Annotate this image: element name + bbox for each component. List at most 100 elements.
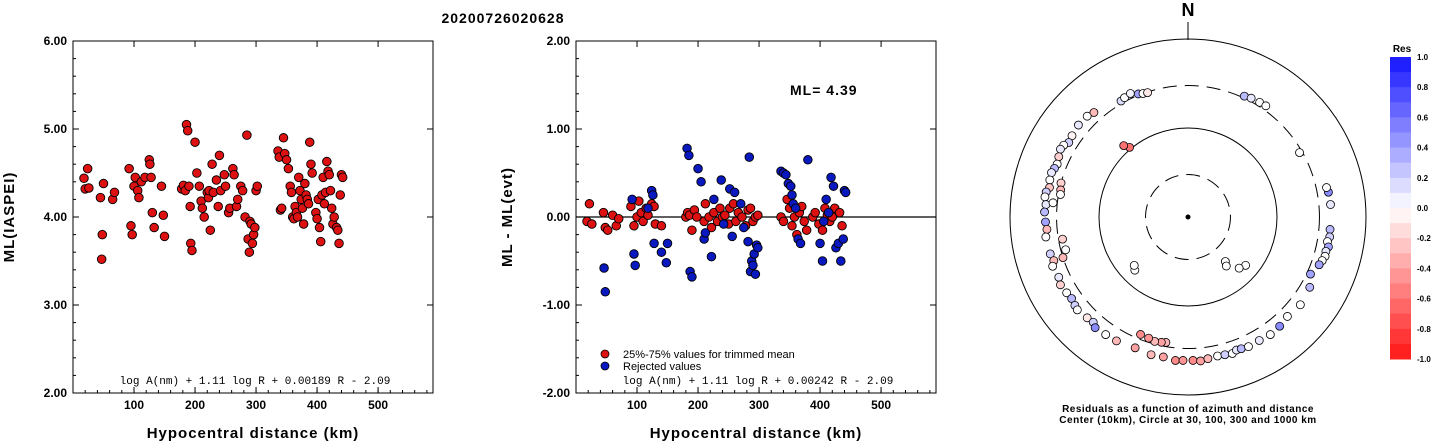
data-point [252,181,263,191]
colorbar-tick-label: 0.6 [1417,113,1429,122]
data-point [656,247,667,257]
colorbar-cell [1390,238,1411,254]
data-point [587,219,597,229]
x-tick-label: 200 [688,398,708,412]
data-point [700,199,711,209]
formula-text: log A(nm) + 1.11 log R + 0.00189 R - 2.0… [120,376,391,388]
data-point [220,181,231,191]
x-tick-label: 500 [368,398,388,412]
residual-point [1144,333,1154,343]
colorbar-cell [1390,102,1411,118]
residual-point [1074,120,1083,130]
x-axis-label: Hypocentral distance (km) [650,425,863,441]
data-point [300,178,310,189]
x-tick-label: 500 [871,398,891,412]
residual-point [1125,89,1135,98]
formula-text: log A(nm) + 1.11 log R + 0.00242 R - 2.0… [623,376,894,388]
data-point [600,287,611,297]
residual-point [1196,356,1205,366]
data-point [801,225,812,235]
distance-rings [1009,38,1367,396]
colorbar-cell [1390,162,1411,179]
colorbar-cell [1390,328,1411,345]
data-point [98,178,109,189]
residual-point [1054,272,1064,282]
data-point [247,238,258,249]
residual-point [1265,330,1275,339]
residual-point [1143,88,1152,97]
data-point [158,210,169,220]
data-point [709,194,719,205]
data-point [696,177,706,187]
data-point [786,181,796,191]
data-point [127,229,137,240]
data-point [840,187,851,198]
data-point [753,210,763,220]
data-point [124,163,134,174]
data-point [213,201,223,212]
residual-point [1295,300,1305,310]
colorbar-tick-label: 0.0 [1417,204,1429,213]
data-point [837,221,847,231]
caption-line-1: Residuals as a function of azimuth and d… [1062,404,1314,415]
colorbar-cell [1390,343,1411,360]
panel-azimuth-residuals: N Residuals as a function of azimuth and… [1009,0,1367,426]
data-point [598,207,609,218]
colorbar-cell [1390,87,1411,103]
colorbar-cell [1390,117,1411,133]
residual-point [1275,321,1285,331]
data-point [739,222,749,233]
data-point [324,170,335,180]
residual-point [1056,280,1065,290]
data-point [294,172,304,183]
data-point [84,183,94,193]
residual-point [1041,217,1050,227]
residual-point [1047,168,1056,178]
data-point [149,222,159,233]
residual-point [1042,224,1052,234]
residual-point [1146,350,1156,360]
residual-point [1261,101,1271,111]
data-point [281,155,292,165]
residual-point [1041,232,1051,242]
distance-ring [1056,85,1320,349]
residual-point [1130,343,1140,353]
residual-point [1213,351,1222,361]
residual-point [1129,261,1139,270]
epicenter-marker [1185,214,1191,220]
ml-annotation: ML= 4.39 [790,82,858,98]
data-point [826,172,836,183]
data-point [743,236,753,247]
data-point [818,216,829,227]
residual-point [1040,207,1049,217]
data-point [244,247,255,257]
colorbar-tick-label: -0.2 [1417,234,1431,243]
data-point [803,155,813,165]
residual-point [1061,245,1071,255]
data-point [292,212,303,222]
residual-point [1254,336,1264,345]
colorbar-cell [1390,72,1411,88]
x-tick-label: 300 [246,398,266,412]
data-point [134,192,144,203]
x-tick-label: 300 [749,398,769,412]
residual-point [1221,261,1231,271]
data-point [205,225,216,235]
data-point [787,221,797,231]
residual-point [1048,261,1058,271]
data-point [194,181,205,191]
data-point [237,185,248,196]
residual-point [1062,288,1072,298]
residual-point [1326,200,1335,209]
data-point [276,203,287,213]
y-tick-label: -1.00 [543,298,571,312]
data-point [649,238,659,249]
data-point [278,133,289,143]
residual-point [1236,344,1246,354]
y-tick-label: -2.00 [543,386,571,400]
colorbar-tick-label: 0.2 [1417,174,1429,183]
x-axis-label: Hypocentral distance (km) [147,425,360,441]
data-point [718,219,729,229]
data-point [298,219,309,229]
data-point [599,263,609,273]
